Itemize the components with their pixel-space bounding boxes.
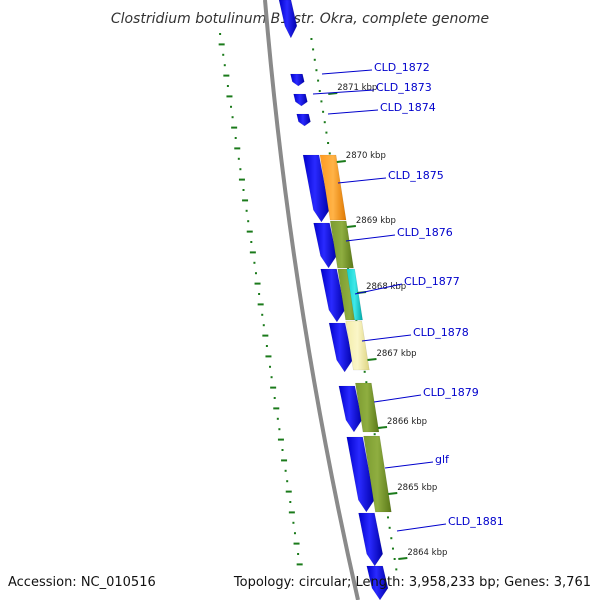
gene-label[interactable]: CLD_1873 [376, 81, 432, 94]
gene-label[interactable]: CLD_1876 [397, 226, 453, 239]
gene-arrow [313, 222, 337, 269]
gene-label[interactable]: CLD_1879 [423, 386, 479, 399]
cog-feature [329, 220, 354, 269]
gene-label[interactable]: CLD_1872 [374, 61, 430, 74]
label-leader-line [345, 234, 396, 242]
cog-feature [363, 435, 392, 513]
label-leader-line [396, 523, 447, 532]
accession-text: Accession: NC_010516 [8, 575, 156, 590]
gene-arrow [328, 322, 353, 373]
gene-arrow [278, 0, 298, 39]
gene-arrow [338, 385, 363, 433]
scale-tick-label: 2866 kbp [387, 417, 427, 427]
scale-tick-mark [398, 557, 408, 560]
gene-arrow [366, 565, 389, 600]
gene-label[interactable]: CLD_1881 [448, 515, 504, 528]
cog-feature [345, 320, 370, 371]
cog-feature [319, 154, 347, 221]
gene-arrow [320, 268, 346, 323]
scale-tick-label: 2869 kbp [356, 216, 396, 226]
label-leader-line [312, 89, 375, 95]
label-leader-line [327, 109, 379, 115]
scale-tick-label: 2865 kbp [397, 483, 437, 493]
gene-arrow [358, 512, 383, 567]
scale-tick-mark [336, 160, 346, 163]
gene-arrow [302, 154, 330, 223]
cog-feature [346, 268, 363, 321]
genome-summary-text: Topology: circular; Length: 3,958,233 bp… [233, 575, 591, 590]
scale-tick-mark [328, 92, 338, 95]
gene-labels: CLD_1872 CLD_1873 CLD_1874 CLD_1875 CLD_1876… [312, 61, 504, 532]
scale-tick-mark [346, 225, 356, 228]
scale-tick-label: 2871 kbp [337, 83, 377, 93]
scale-tick-label: 2870 kbp [346, 151, 386, 161]
scale-tick-label: 2867 kbp [376, 349, 416, 359]
genome-backbone [263, 0, 360, 600]
map-title: Clostridium botulinum B1 str. Okra, comp… [111, 11, 489, 27]
label-leader-line [361, 334, 412, 342]
label-leader-line [373, 394, 422, 403]
label-leader-line [321, 69, 373, 75]
gene-label[interactable]: glf [435, 453, 450, 466]
gene-label[interactable]: CLD_1874 [380, 101, 436, 114]
scale-tick-mark [367, 358, 377, 361]
gene-arrow [346, 436, 375, 513]
label-leader-line [337, 177, 387, 184]
gene-features [278, 0, 392, 600]
gene-label[interactable]: CLD_1875 [388, 169, 444, 182]
scale-tick-mark [377, 426, 388, 429]
label-leader-line [354, 283, 403, 295]
scale-tick-label: 2864 kbp [407, 548, 447, 558]
gene-label[interactable]: CLD_1878 [413, 326, 469, 339]
gene-label[interactable]: CLD_1877 [404, 275, 460, 288]
gene-arrow [293, 93, 308, 107]
cog-feature [355, 382, 380, 433]
scale-tick-mark [388, 492, 398, 495]
gene-arrow [290, 73, 305, 87]
gene-arrow [296, 113, 311, 127]
label-leader-line [384, 461, 434, 469]
